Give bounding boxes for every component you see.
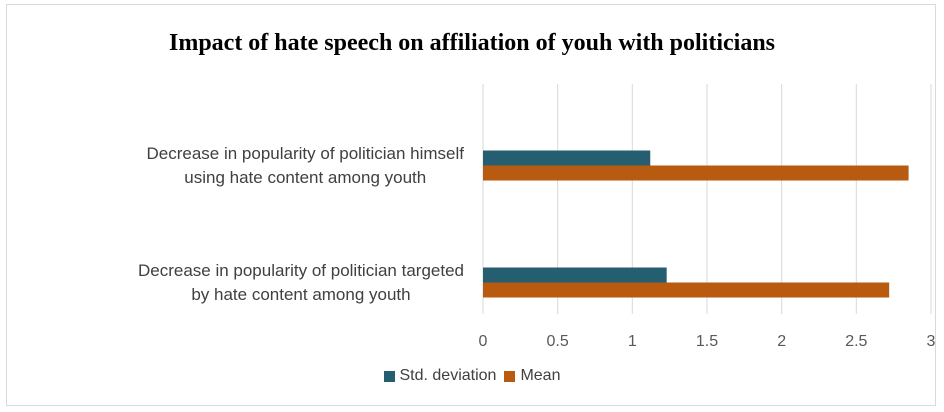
x-tick-label: 2 xyxy=(777,333,786,350)
x-tick-label: 0.5 xyxy=(547,333,569,350)
x-tick-label: 0 xyxy=(479,333,488,350)
bar-std-deviation-0 xyxy=(483,150,651,166)
legend-label: Mean xyxy=(520,367,561,384)
category-label-line: Decrease in popularity of politician tar… xyxy=(137,261,464,280)
category-label-line: using hate content among youth xyxy=(184,168,427,187)
legend-swatch xyxy=(383,370,395,382)
bar-mean-0 xyxy=(483,165,909,181)
category-label-line: by hate content among youth xyxy=(191,285,411,304)
legend-swatch xyxy=(504,370,516,382)
chart-legend: Std. deviation Mean xyxy=(0,367,944,387)
x-tick-label: 3 xyxy=(927,333,936,350)
bar-std-deviation-1 xyxy=(483,267,667,283)
x-tick-label: 2.5 xyxy=(845,333,867,350)
legend-item-std-deviation: Std. deviation xyxy=(383,367,497,385)
x-tick-label: 1.5 xyxy=(696,333,718,350)
category-label-1: Decrease in popularity of politician tar… xyxy=(138,259,464,307)
category-label-0: Decrease in popularity of politician him… xyxy=(147,142,465,190)
x-tick-label: 1 xyxy=(628,333,637,350)
chart-frame xyxy=(6,4,936,406)
legend-item-mean: Mean xyxy=(504,367,560,385)
bar-mean-1 xyxy=(483,282,890,298)
category-label-line: Decrease in popularity of politician him… xyxy=(146,144,465,163)
legend-label: Std. deviation xyxy=(399,367,497,384)
chart-title: Impact of hate speech on affiliation of … xyxy=(168,30,776,56)
